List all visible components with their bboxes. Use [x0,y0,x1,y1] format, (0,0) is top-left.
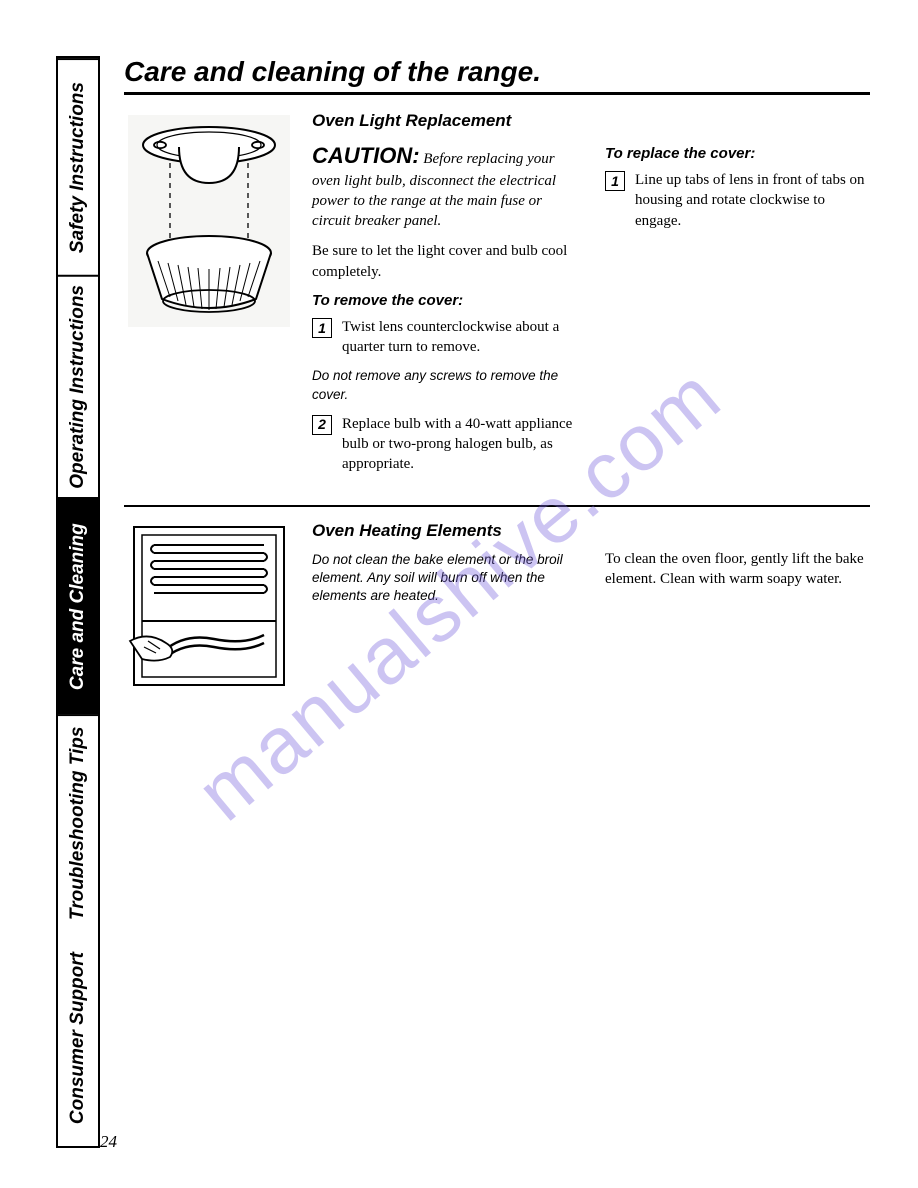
page-title: Care and cleaning of the range. [124,56,870,95]
section2-col-right: To clean the oven floor, gently lift the… [605,521,870,691]
remove-step-1-text: Twist lens counterclockwise about a quar… [342,317,577,358]
page-container: Safety Instructions Operating Instructio… [56,56,870,1148]
section2-col-left: Oven Heating Elements Do not clean the b… [312,521,577,691]
caution-label: CAUTION: [312,143,420,168]
heating-note: Do not clean the bake element or the bro… [312,551,577,606]
section2-columns: Oven Heating Elements Do not clean the b… [312,521,870,691]
section1-columns: Oven Light Replacement CAUTION: Before r… [312,111,870,485]
page-number: 24 [100,1132,117,1152]
tab-consumer-support[interactable]: Consumer Support [58,931,98,1146]
content-area: Care and cleaning of the range. [100,56,870,1148]
replace-step-1: 1 Line up tabs of lens in front of tabs … [605,170,870,231]
caution-paragraph: CAUTION: Before replacing your oven ligh… [312,141,577,231]
illustration-light-cover [124,111,294,485]
step-number-icon: 1 [312,318,332,338]
tab-operating[interactable]: Operating Instructions [58,275,98,497]
remove-step-1: 1 Twist lens counterclockwise about a qu… [312,317,577,358]
no-screws-note: Do not remove any screws to remove the c… [312,367,577,403]
remove-cover-head: To remove the cover: [312,292,577,309]
illustration-heating-element [124,521,294,691]
clean-floor-text: To clean the oven floor, gently lift the… [605,549,870,590]
remove-step-2-text: Replace bulb with a 40-watt appliance bu… [342,414,577,475]
section1-col-left: Oven Light Replacement CAUTION: Before r… [312,111,577,485]
tab-troubleshooting[interactable]: Troubleshooting Tips [58,714,98,931]
section1-col-right: To replace the cover: 1 Line up tabs of … [605,111,870,485]
side-tab-strip: Safety Instructions Operating Instructio… [56,56,100,1148]
heading-heating-elements: Oven Heating Elements [312,521,577,541]
replace-step-1-text: Line up tabs of lens in front of tabs on… [635,170,870,231]
section-oven-light: Oven Light Replacement CAUTION: Before r… [124,111,870,499]
replace-cover-head: To replace the cover: [605,145,870,162]
remove-step-2: 2 Replace bulb with a 40-watt appliance … [312,414,577,475]
tab-safety[interactable]: Safety Instructions [58,58,98,275]
section-heating-elements: Oven Heating Elements Do not clean the b… [124,521,870,705]
step-number-icon: 1 [605,171,625,191]
heading-oven-light: Oven Light Replacement [312,111,577,131]
section-divider [124,505,870,507]
step-number-icon: 2 [312,415,332,435]
cool-text: Be sure to let the light cover and bulb … [312,241,577,282]
tab-care-cleaning[interactable]: Care and Cleaning [58,497,98,714]
